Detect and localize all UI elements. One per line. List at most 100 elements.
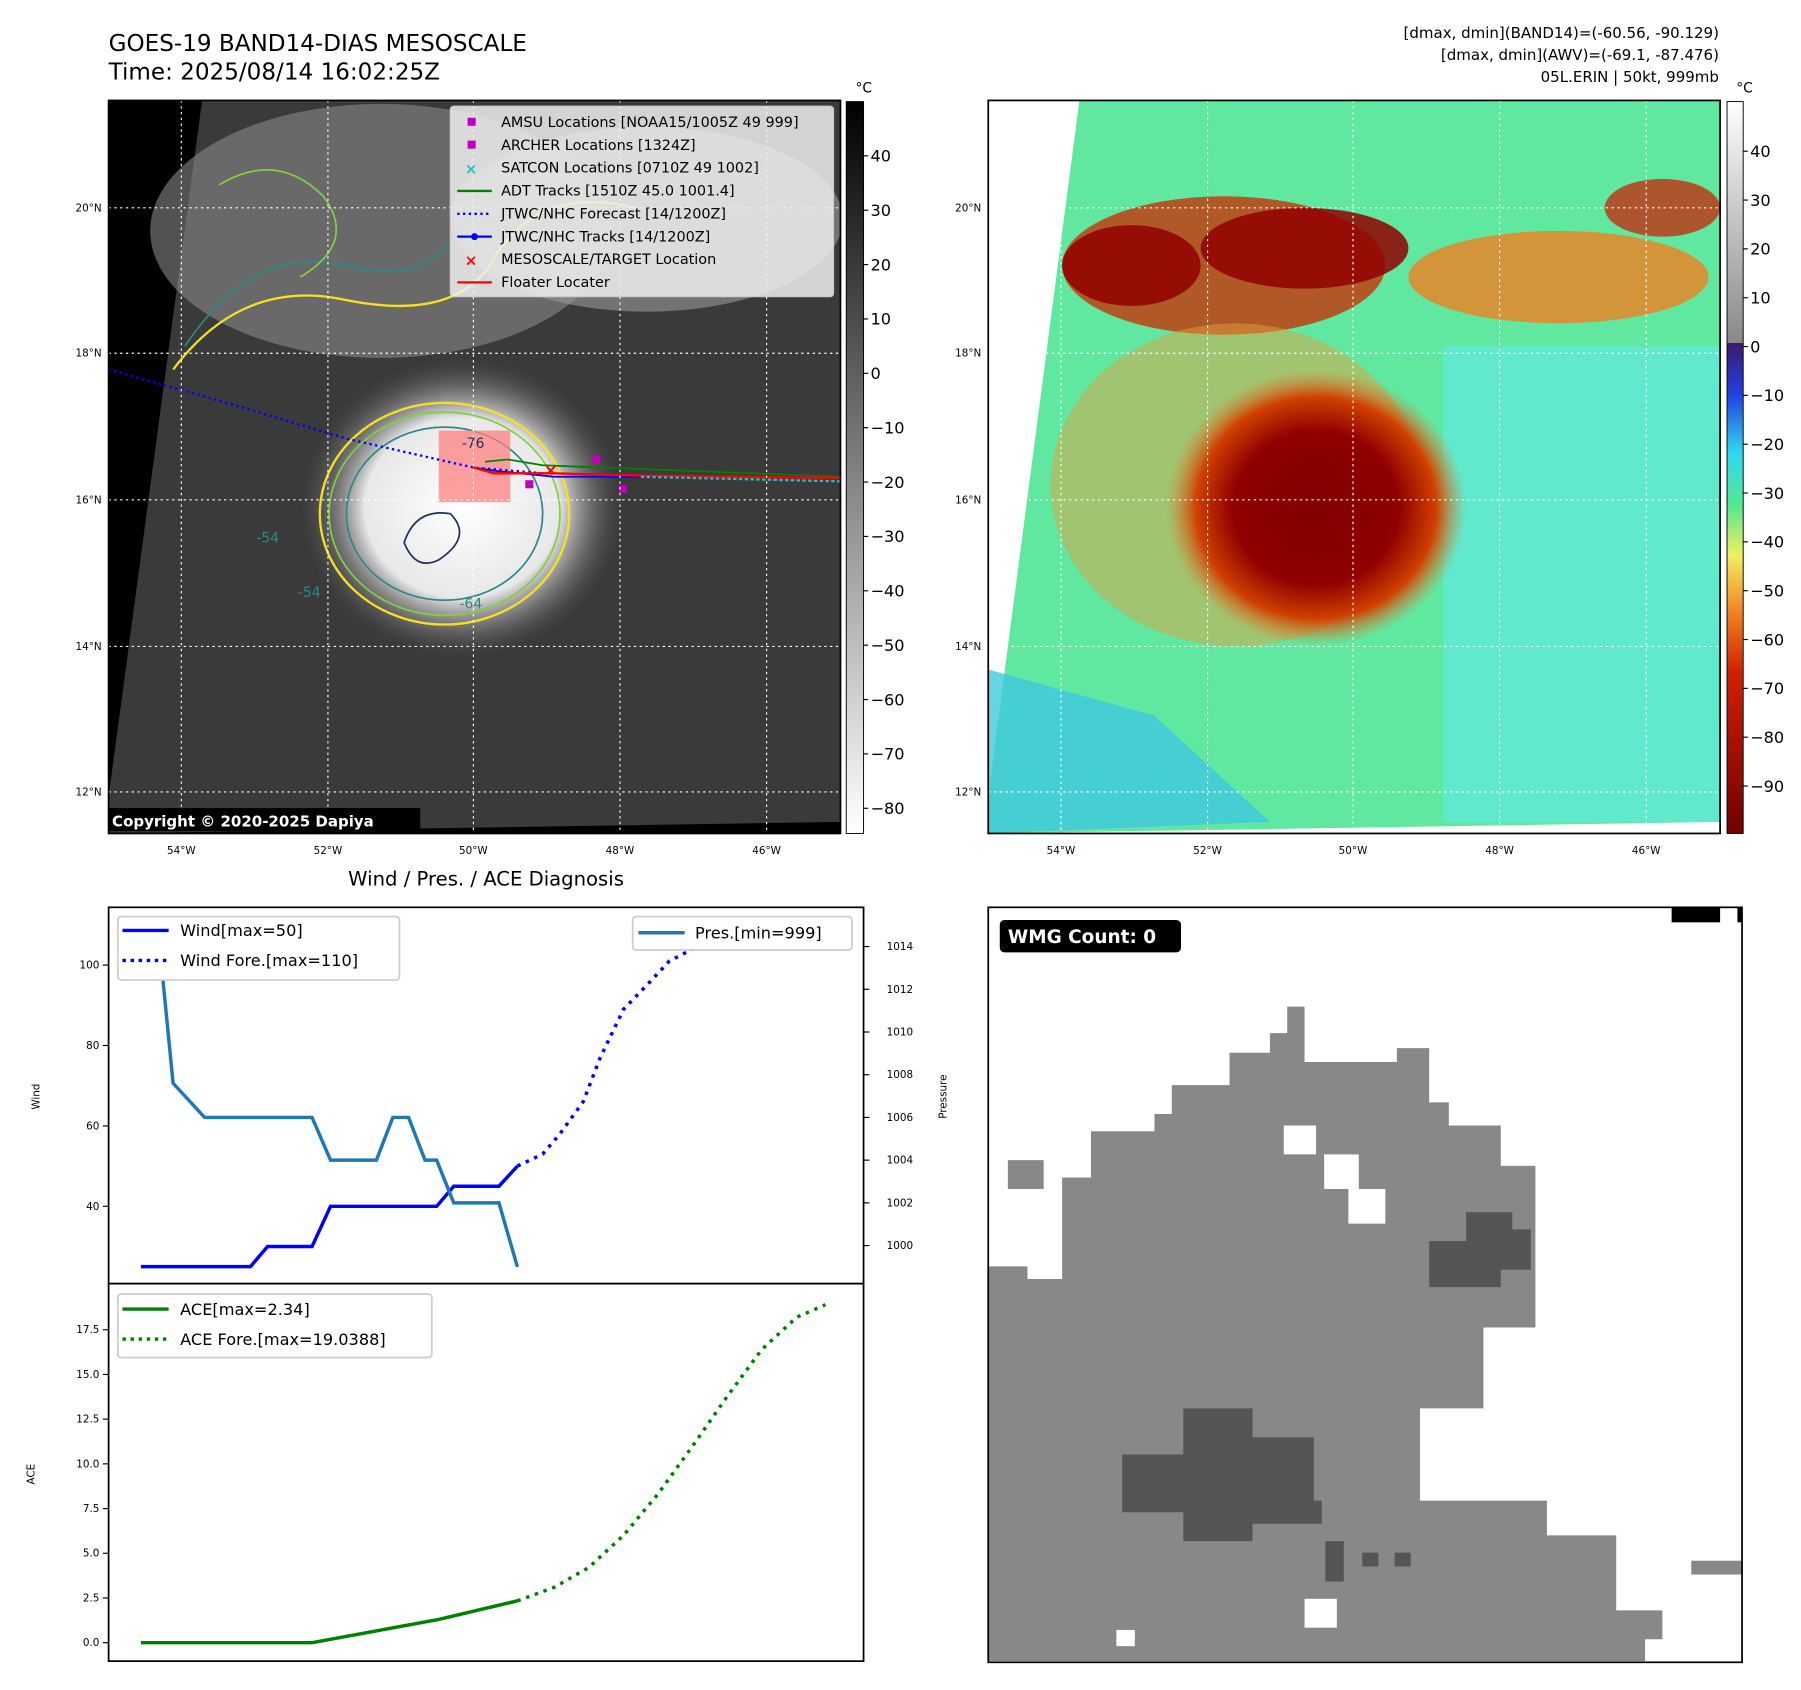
- colorbar-tick: 40: [870, 147, 891, 166]
- copyright: Copyright © 2020-2025 Dapiya: [112, 813, 374, 831]
- stats-band14: [dmax, dmin](BAND14)=(-60.56, -90.129): [1404, 24, 1719, 42]
- colorbar-tick: 10: [1750, 288, 1771, 307]
- y2-tick-label: 1000: [887, 1240, 913, 1252]
- awv-map: [988, 100, 1721, 834]
- y-tick-label: 2.5: [83, 1592, 99, 1604]
- y-tick-label: 100: [80, 960, 100, 972]
- y-tick-label: 5.0: [83, 1548, 99, 1560]
- y-tick-label: 7.5: [83, 1503, 99, 1515]
- map-gridlines: 20°N 18°N 16°N 14°N 12°N 54°W 52°W 50°W 48°W 46°W: [955, 100, 1721, 857]
- lat-label: 20°N: [955, 202, 981, 214]
- colorbar-tick: 40: [1750, 142, 1771, 161]
- colorbar-tick: 10: [870, 310, 891, 329]
- series-line: [140, 921, 520, 1268]
- colorbar-tick: −60: [1750, 630, 1784, 649]
- contour-label: -64: [460, 596, 483, 612]
- colorbar-tick: −10: [870, 418, 904, 437]
- colorbar-right: [1726, 101, 1744, 834]
- legend-pressure: Pres.[min=999]: [695, 924, 822, 943]
- figure-time: Time: 2025/08/14 16:02:25Z: [108, 60, 440, 86]
- contour-label: -54: [298, 585, 321, 601]
- y-tick-label: 40: [86, 1201, 99, 1213]
- ace-axis-label: ACE: [26, 1464, 38, 1485]
- lon-label: 50°W: [459, 845, 488, 857]
- legend-wind: Wind[max=50]: [180, 921, 303, 940]
- y2-tick-label: 1012: [887, 984, 913, 996]
- colorbar-tick: −40: [870, 582, 904, 601]
- y-tick-label: 60: [86, 1120, 99, 1132]
- storm-info: 05L.ERIN | 50kt, 999mb: [1541, 68, 1719, 86]
- lon-label: 48°W: [606, 845, 635, 857]
- series-line: [516, 1303, 827, 1603]
- series-line: [140, 1599, 518, 1645]
- chart-title: Wind / Pres. / ACE Diagnosis: [348, 867, 624, 890]
- colorbar-tick: −20: [1750, 435, 1784, 454]
- y-tick-label: 12.5: [76, 1414, 99, 1426]
- lat-label: 12°N: [76, 786, 102, 798]
- y-tick-label: 0.0: [83, 1637, 99, 1649]
- legend-label: Floater Locater: [501, 275, 610, 291]
- y-tick-label: 10.0: [76, 1458, 99, 1470]
- lon-label: 54°W: [167, 845, 196, 857]
- svg-text:×: ×: [465, 251, 478, 269]
- y2-tick-label: 1010: [887, 1026, 913, 1038]
- lat-label: 16°N: [955, 494, 981, 506]
- lat-label: 14°N: [955, 641, 981, 653]
- wind-axis-label: Wind: [30, 1084, 42, 1110]
- y2-tick-label: 1014: [887, 941, 914, 953]
- colorbar-tick: −10: [1750, 386, 1784, 405]
- wmg-panel: WMG Count: 0: [987, 906, 1743, 1664]
- y2-tick-label: 1002: [887, 1197, 913, 1209]
- legend-marker-line-dot-icon: [457, 233, 492, 241]
- legend-ace: ACE[max=2.34]: [180, 1300, 310, 1319]
- lon-label: 52°W: [314, 845, 343, 857]
- wind-legend: Wind[max=50] Wind Fore.[max=110]: [116, 915, 401, 981]
- legend-label: AMSU Locations [NOAA15/1005Z 49 999]: [501, 115, 799, 131]
- pressure-legend: Pres.[min=999]: [631, 915, 853, 951]
- legend-label: MESOSCALE/TARGET Location: [501, 252, 716, 268]
- y-tick-label: 17.5: [76, 1324, 99, 1336]
- legend-label: SATCON Locations [0710Z 49 1002]: [501, 161, 759, 177]
- stats-awv: [dmax, dmin](AWV)=(-69.1, -87.476): [1441, 46, 1719, 64]
- lon-label: 54°W: [1047, 845, 1076, 857]
- y-tick-label: 15.0: [76, 1369, 99, 1381]
- lon-label: 46°W: [1632, 845, 1661, 857]
- colorbar-tick: −40: [1750, 533, 1784, 552]
- lat-label: 12°N: [955, 786, 981, 798]
- colorbar-left: [845, 101, 865, 834]
- pressure-axis-label: Pressure: [938, 1074, 950, 1118]
- colorbar-tick: −30: [1750, 484, 1784, 503]
- lat-label: 16°N: [76, 494, 102, 506]
- colorbar-tick: 0: [1750, 337, 1760, 356]
- lon-label: 46°W: [752, 845, 781, 857]
- lat-label: 20°N: [76, 202, 102, 214]
- colorbar-tick: 20: [1750, 240, 1771, 259]
- y-tick-label: 80: [86, 1040, 99, 1052]
- colorbar-tick: −70: [1750, 679, 1784, 698]
- colorbar-tick: −70: [870, 745, 904, 764]
- lon-label: 52°W: [1193, 845, 1222, 857]
- legend-marker-square-icon: [467, 117, 476, 126]
- figure-title: GOES-19 BAND14-DIAS MESOSCALE: [109, 31, 527, 57]
- y2-tick-label: 1008: [887, 1069, 913, 1081]
- colorbar-tick: −50: [870, 636, 904, 655]
- legend-ace-forecast: ACE Fore.[max=19.0388]: [180, 1330, 386, 1349]
- legend-label: ARCHER Locations [1324Z]: [501, 138, 696, 154]
- colorbar-unit: °C: [1736, 80, 1753, 96]
- wmg-count: WMG Count: 0: [1008, 927, 1156, 948]
- svg-text:×: ×: [544, 461, 558, 480]
- lat-label: 14°N: [76, 641, 102, 653]
- colorbar-tick: 20: [870, 255, 891, 274]
- colorbar-tick: 30: [1750, 191, 1771, 210]
- colorbar-tick: −90: [1750, 777, 1784, 796]
- legend-wind-forecast: Wind Fore.[max=110]: [180, 951, 358, 970]
- lon-label: 50°W: [1339, 845, 1368, 857]
- y2-tick-label: 1006: [887, 1112, 913, 1124]
- legend-label: JTWC/NHC Forecast [14/1200Z]: [500, 206, 726, 222]
- colorbar-tick: −80: [1750, 728, 1784, 747]
- colorbar-tick: 30: [870, 201, 891, 220]
- svg-text:×: ×: [465, 160, 478, 178]
- ace-legend: ACE[max=2.34] ACE Fore.[max=19.0388]: [116, 1293, 433, 1359]
- lat-label: 18°N: [955, 348, 981, 360]
